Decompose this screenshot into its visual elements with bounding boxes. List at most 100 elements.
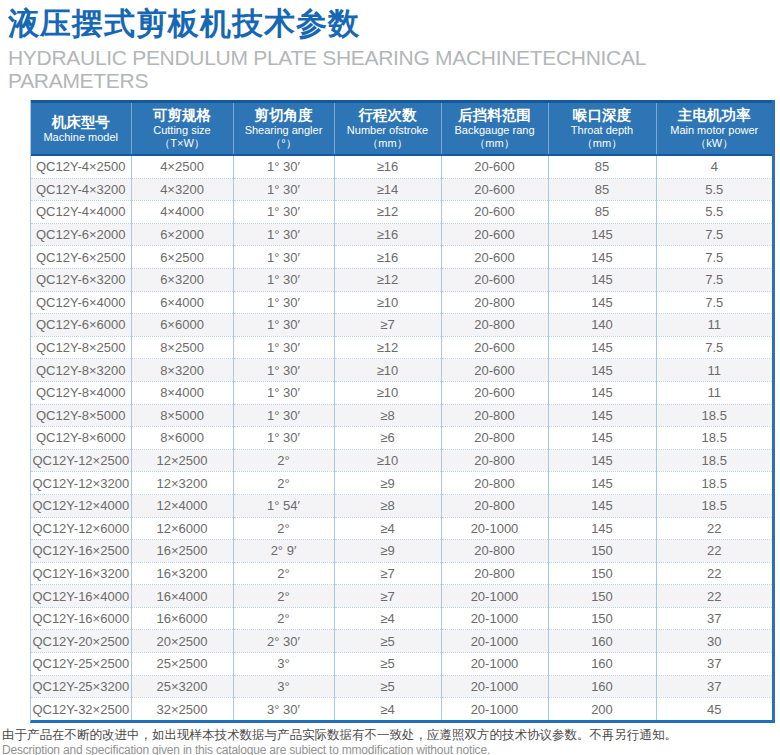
table-cell: 20-800 bbox=[441, 540, 548, 563]
table-cell: 2° bbox=[233, 472, 334, 495]
table-cell: ≥4 bbox=[334, 607, 441, 630]
table-cell: 85 bbox=[548, 201, 656, 224]
table-row: QC12Y-12×600012×60002°≥420-100014522 bbox=[31, 517, 772, 540]
table-cell: 1° 30′ bbox=[233, 427, 334, 450]
page-title: 液压摆式剪板机技术参数 bbox=[8, 6, 780, 42]
table-cell: QC12Y-8×4000 bbox=[31, 381, 131, 404]
table-cell: 32×2500 bbox=[131, 698, 233, 720]
table-cell: 1° 30′ bbox=[233, 336, 334, 359]
table-cell: 145 bbox=[548, 472, 656, 495]
table-cell: 37 bbox=[656, 653, 772, 676]
table-cell: 4×4000 bbox=[131, 201, 233, 224]
table-row: QC12Y-12×320012×32002°≥920-80014518.5 bbox=[31, 472, 772, 495]
table-cell: 37 bbox=[656, 675, 772, 698]
table-row: QC12Y-16×600016×60002°≥420-100015037 bbox=[31, 607, 772, 630]
header-unit: （mm） bbox=[442, 137, 548, 150]
table-cell: 20-800 bbox=[441, 291, 548, 314]
table-row: QC12Y-6×32006×32001° 30′≥1220-6001457.5 bbox=[31, 268, 772, 291]
table-cell: 7.5 bbox=[656, 268, 772, 291]
table-cell: 200 bbox=[548, 698, 656, 720]
table-cell: 4×3200 bbox=[131, 178, 233, 201]
table-row: QC12Y-8×50008×50001° 30′≥820-80014518.5 bbox=[31, 404, 772, 427]
table-cell: QC12Y-16×3200 bbox=[31, 562, 131, 585]
table-cell: ≥16 bbox=[334, 246, 441, 269]
table-cell: QC12Y-6×2000 bbox=[31, 223, 131, 246]
table-header-row: 机床型号Machine model可剪规格Cutting size（T×W）剪切… bbox=[31, 102, 772, 156]
table-cell: QC12Y-8×3200 bbox=[31, 359, 131, 382]
table-cell: 3° 30′ bbox=[233, 698, 334, 720]
header-en: Throat depth bbox=[549, 124, 656, 137]
table-cell: ≥9 bbox=[334, 540, 441, 563]
table-cell: QC12Y-4×2500 bbox=[31, 155, 131, 178]
header-zh: 后挡料范围 bbox=[442, 107, 548, 124]
spec-table-wrap: 机床型号Machine model可剪规格Cutting size（T×W）剪切… bbox=[30, 100, 775, 723]
table-cell: 145 bbox=[548, 291, 656, 314]
table-cell: 145 bbox=[548, 427, 656, 450]
table-cell: 160 bbox=[548, 630, 656, 653]
table-cell: 20-600 bbox=[441, 268, 548, 291]
table-cell: ≥12 bbox=[334, 336, 441, 359]
table-cell: 6×6000 bbox=[131, 314, 233, 337]
table-cell: 12×6000 bbox=[131, 517, 233, 540]
table-cell: 7.5 bbox=[656, 246, 772, 269]
table-cell: 1° 30′ bbox=[233, 178, 334, 201]
table-cell: ≥12 bbox=[334, 268, 441, 291]
table-cell: 11 bbox=[656, 359, 772, 382]
table-cell: QC12Y-20×2500 bbox=[31, 630, 131, 653]
table-cell: 3° bbox=[233, 653, 334, 676]
table-cell: ≥8 bbox=[334, 494, 441, 517]
header-en: Machine model bbox=[31, 131, 131, 144]
header-zh: 机床型号 bbox=[31, 114, 131, 131]
table-cell: 145 bbox=[548, 449, 656, 472]
footer-note-en: Description and specification given in t… bbox=[2, 743, 780, 755]
table-cell: 145 bbox=[548, 381, 656, 404]
table-cell: 20-800 bbox=[441, 472, 548, 495]
table-cell: QC12Y-16×4000 bbox=[31, 585, 131, 608]
table-cell: QC12Y-8×2500 bbox=[31, 336, 131, 359]
table-cell: 20-600 bbox=[441, 201, 548, 224]
table-cell: 20-1000 bbox=[441, 630, 548, 653]
table-cell: 16×3200 bbox=[131, 562, 233, 585]
header-cell-cutting-size: 可剪规格Cutting size（T×W） bbox=[131, 102, 233, 156]
page-subtitle: HYDRAULIC PENDULUM PLATE SHEARING MACHIN… bbox=[8, 46, 668, 92]
header-cell-throat-depth: 喉口深度Throat depth（mm） bbox=[548, 102, 656, 156]
table-cell: 2° 9′ bbox=[233, 540, 334, 563]
table-cell: 6×3200 bbox=[131, 268, 233, 291]
table-cell: 20-800 bbox=[441, 314, 548, 337]
table-cell: 20-600 bbox=[441, 178, 548, 201]
table-cell: QC12Y-12×3200 bbox=[31, 472, 131, 495]
table-cell: QC12Y-12×2500 bbox=[31, 449, 131, 472]
table-row: QC12Y-6×60006×60001° 30′≥720-80014011 bbox=[31, 314, 772, 337]
table-cell: 3° bbox=[233, 675, 334, 698]
table-cell: 20-800 bbox=[441, 404, 548, 427]
header-zh: 主电机功率 bbox=[657, 107, 773, 124]
table-cell: 1° 30′ bbox=[233, 359, 334, 382]
table-row: QC12Y-16×250016×25002° 9′≥920-80015022 bbox=[31, 540, 772, 563]
table-cell: 1° 30′ bbox=[233, 201, 334, 224]
table-row: QC12Y-12×250012×25002°≥1020-80014518.5 bbox=[31, 449, 772, 472]
table-cell: ≥10 bbox=[334, 381, 441, 404]
table-cell: ≥16 bbox=[334, 223, 441, 246]
table-row: QC12Y-4×32004×32001° 30′≥1420-600855.5 bbox=[31, 178, 772, 201]
table-cell: 20×2500 bbox=[131, 630, 233, 653]
table-row: QC12Y-12×400012×40001° 54′≥820-80014518.… bbox=[31, 494, 772, 517]
table-cell: 2° bbox=[233, 562, 334, 585]
table-cell: 1° 30′ bbox=[233, 381, 334, 404]
table-cell: ≥4 bbox=[334, 698, 441, 720]
table-cell: 22 bbox=[656, 540, 772, 563]
table-cell: 1° 30′ bbox=[233, 223, 334, 246]
header-cell-backgauge-range: 后挡料范围Backgauge rang（mm） bbox=[441, 102, 548, 156]
table-cell: 16×6000 bbox=[131, 607, 233, 630]
table-cell: ≥14 bbox=[334, 178, 441, 201]
table-row: QC12Y-8×40008×40001° 30′≥1020-60014511 bbox=[31, 381, 772, 404]
table-cell: 20-600 bbox=[441, 223, 548, 246]
table-cell: QC12Y-16×6000 bbox=[31, 607, 131, 630]
table-cell: 85 bbox=[548, 155, 656, 178]
table-cell: 1° 54′ bbox=[233, 494, 334, 517]
table-cell: 85 bbox=[548, 178, 656, 201]
table-cell: 160 bbox=[548, 653, 656, 676]
table-cell: QC12Y-8×5000 bbox=[31, 404, 131, 427]
table-cell: 20-1000 bbox=[441, 698, 548, 720]
table-cell: 20-1000 bbox=[441, 607, 548, 630]
table-row: QC12Y-6×20006×20001° 30′≥1620-6001457.5 bbox=[31, 223, 772, 246]
